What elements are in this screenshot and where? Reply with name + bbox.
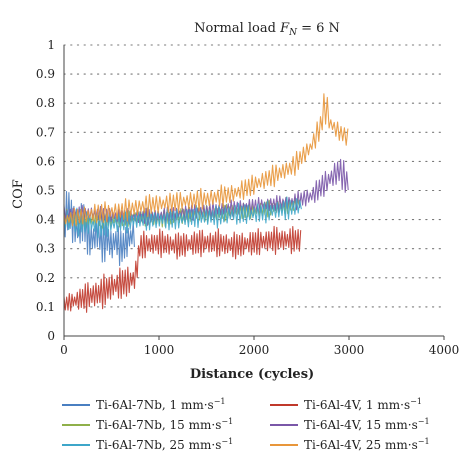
legend-item: Ti-6Al-7Nb, 25 mm·s−1 [62,437,233,452]
series-line [63,196,302,239]
legend-item: Ti-6Al-4V, 25 mm·s−1 [270,437,430,452]
y-tick-label: 0.7 [36,125,55,139]
legend-label: Ti-6Al-4V, 15 mm·s−1 [304,417,430,432]
legend-item: Ti-6Al-7Nb, 1 mm·s−1 [62,397,226,412]
y-tick-label: 0.8 [36,96,55,110]
x-tick-label: 2000 [239,343,270,357]
legend-label: Ti-6Al-7Nb, 25 mm·s−1 [96,437,233,452]
legend-label: Ti-6Al-7Nb, 1 mm·s−1 [96,397,226,412]
y-tick-label: 0.6 [36,154,55,168]
axes: 0 0.1 0.2 0.3 0.4 0.5 0.6 0.7 0.8 0.9 1 0 1000 2000 30… [36,38,459,357]
chart-title: Normal load FN = 6 N [194,21,340,38]
series-layer [63,93,349,313]
legend-item: Ti-6Al-4V, 15 mm·s−1 [270,417,430,432]
y-tick-label: 0.1 [36,300,55,314]
legend: Ti-6Al-7Nb, 1 mm·s−1 Ti-6Al-4V, 1 mm·s−1 T… [62,397,430,452]
y-tick-label: 0.9 [36,67,55,81]
series-line [63,93,349,227]
y-tick-label: 0.2 [36,271,55,285]
legend-label: Ti-6Al-4V, 1 mm·s−1 [304,397,422,412]
legend-item: Ti-6Al-7Nb, 15 mm·s−1 [62,417,233,432]
chart-title-sub: N [288,28,298,38]
y-tick-label: 0.4 [36,213,55,227]
y-tick-label: 0.5 [36,184,55,198]
x-tick-label: 4000 [429,343,460,357]
y-tick-label: 0 [47,329,55,343]
y-tick-label: 0.3 [36,242,55,256]
y-axis-label: COF [11,179,26,209]
x-tick-label: 1000 [144,343,175,357]
x-axis-label: Distance (cycles) [190,367,314,382]
grid-lines [63,44,445,308]
chart-title-prefix: Normal load [194,21,280,36]
x-tick-label: 3000 [334,343,365,357]
y-tick-label: 1 [47,38,55,52]
x-tick-label: 0 [60,343,68,357]
legend-label: Ti-6Al-7Nb, 15 mm·s−1 [96,417,233,432]
chart-title-suffix: = 6 N [297,21,340,36]
series-line [63,225,302,313]
legend-item: Ti-6Al-4V, 1 mm·s−1 [270,397,422,412]
legend-label: Ti-6Al-4V, 25 mm·s−1 [304,437,430,452]
chart-title-var: F [279,21,290,36]
